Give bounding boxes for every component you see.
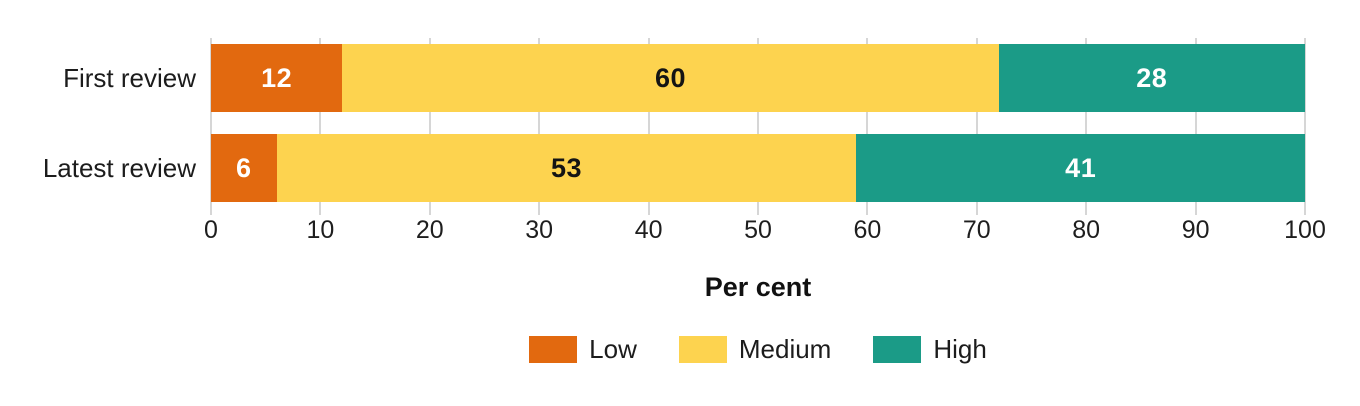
gridline-60 <box>866 38 869 215</box>
x-tick-label-50: 50 <box>744 216 772 244</box>
legend-label: Low <box>589 334 637 364</box>
gridline-30 <box>538 38 541 215</box>
gridline-80 <box>1085 38 1088 215</box>
legend-swatch-low <box>529 336 578 363</box>
gridline-90 <box>1194 38 1197 215</box>
bar-row-1: 12 60 28 <box>211 44 1305 112</box>
legend-swatch-medium <box>678 336 727 363</box>
x-tick-label-60: 60 <box>853 216 882 244</box>
x-tick-label-30: 30 <box>525 216 554 244</box>
category-label-2: Latest review <box>42 153 196 183</box>
x-tick-label-20: 20 <box>415 216 444 244</box>
bar-segment-low: 12 <box>211 44 343 112</box>
bar-value-label: 60 <box>654 62 686 93</box>
gridline-70 <box>975 38 978 215</box>
category-label-1: First review <box>63 63 196 93</box>
gridline-100 <box>1304 38 1306 215</box>
bar-segment-high: 28 <box>998 44 1305 112</box>
bar-value-label: 41 <box>1065 152 1097 183</box>
gridline-10 <box>319 38 322 215</box>
x-tick-label-10: 10 <box>306 216 335 244</box>
bar-value-label: 28 <box>1136 62 1168 93</box>
gridline-50 <box>757 38 759 215</box>
bar-value-label: 6 <box>236 152 252 183</box>
bar-segment-medium: 53 <box>276 134 857 202</box>
x-tick-label-100: 100 <box>1284 216 1326 244</box>
legend-swatch-high <box>873 336 922 363</box>
bar-row-2: 6 53 41 <box>211 134 1305 202</box>
bar-segment-low: 6 <box>211 134 277 202</box>
x-tick-label-40: 40 <box>634 216 663 244</box>
x-tick-label-0: 0 <box>204 216 218 244</box>
bar-value-label: 12 <box>261 62 293 93</box>
bar-segment-high: 41 <box>856 134 1305 202</box>
legend-item-high: High <box>873 334 987 365</box>
x-axis-title: Per cent <box>704 272 812 302</box>
plot-area: 12 60 28 6 53 41 <box>210 38 1306 215</box>
x-axis-ticks: 0 10 20 30 40 50 60 70 80 90 100 <box>204 214 1326 246</box>
x-tick-label-80: 80 <box>1072 216 1101 244</box>
x-tick-label-70: 70 <box>962 216 991 244</box>
legend: Low Medium High <box>211 334 1305 365</box>
legend-item-low: Low <box>529 334 637 365</box>
gridline-40 <box>647 38 650 215</box>
bar-value-label: 53 <box>551 152 583 183</box>
bar-segment-medium: 60 <box>342 44 999 112</box>
legend-label: High <box>933 334 987 364</box>
legend-label: Medium <box>738 334 832 364</box>
x-tick-label-90: 90 <box>1181 216 1210 244</box>
gridline-0 <box>210 38 212 215</box>
legend-item-medium: Medium <box>678 334 832 365</box>
gridline-20 <box>428 38 431 215</box>
